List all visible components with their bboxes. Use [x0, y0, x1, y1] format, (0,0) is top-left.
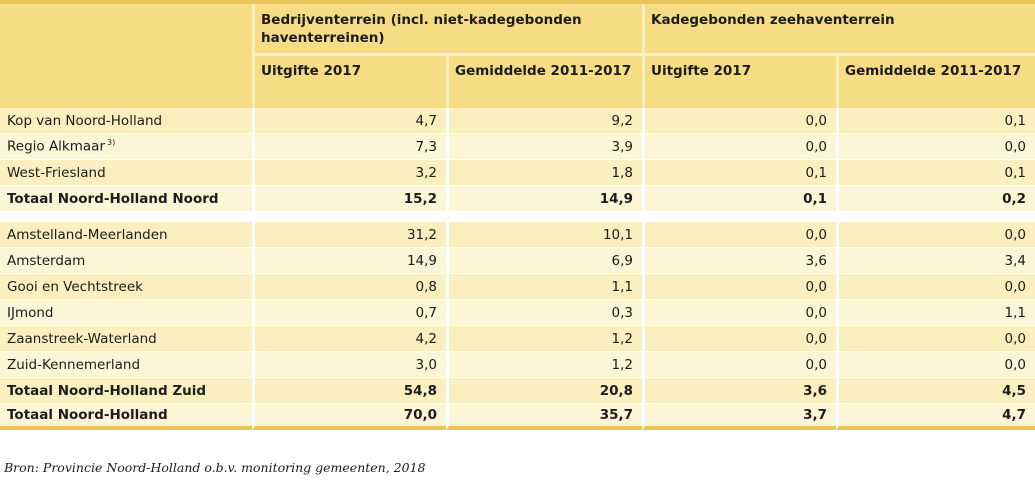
cell-value: 3,2	[252, 160, 446, 186]
cell-value: 0,0	[836, 352, 1035, 378]
row-label: Amsterdam	[0, 248, 252, 274]
row-label: Amstelland-Meerlanden	[0, 222, 252, 248]
cell-value: 0,3	[446, 300, 642, 326]
row-label: Zaanstreek-Waterland	[0, 326, 252, 352]
cell-value: 1,2	[446, 352, 642, 378]
cell-value: 0,0	[642, 274, 836, 300]
cell-value: 3,9	[446, 134, 642, 160]
table-row: IJmond 0,7 0,3 0,0 1,1	[0, 300, 1035, 326]
cell-value: 4,2	[252, 326, 446, 352]
sub-header-uitgifte-zeehaven: Uitgifte 2017	[642, 56, 836, 108]
table-row: Amstelland-Meerlanden 31,2 10,1 0,0 0,0	[0, 222, 1035, 248]
cell-value: 4,5	[836, 378, 1035, 404]
cell-value: 20,8	[446, 378, 642, 404]
cell-value: 0,0	[836, 222, 1035, 248]
cell-value: 1,1	[836, 300, 1035, 326]
cell-value: 3,0	[252, 352, 446, 378]
cell-value: 15,2	[252, 186, 446, 212]
row-label: Regio Alkmaar	[7, 138, 106, 155]
cell-value: 0,0	[642, 134, 836, 160]
cell-value: 3,4	[836, 248, 1035, 274]
cell-value: 3,7	[642, 404, 836, 430]
total-row: Totaal Noord-Holland Zuid 54,8 20,8 3,6 …	[0, 378, 1035, 404]
row-label: Gooi en Vechtstreek	[0, 274, 252, 300]
grand-total-row: Totaal Noord-Holland 70,0 35,7 3,7 4,7	[0, 404, 1035, 430]
cell-value: 0,1	[836, 160, 1035, 186]
cell-value: 3,6	[642, 248, 836, 274]
cell-value: 6,9	[446, 248, 642, 274]
cell-value: 0,1	[642, 160, 836, 186]
cell-value: 9,2	[446, 108, 642, 134]
cell-value: 0,0	[836, 134, 1035, 160]
table-row: Zaanstreek-Waterland 4,2 1,2 0,0 0,0	[0, 326, 1035, 352]
group-header-zeehaventerrein: Kadegebonden zeehaventerrein	[642, 4, 1035, 56]
cell-value: 3,6	[642, 378, 836, 404]
cell-value: 0,0	[642, 108, 836, 134]
cell-value: 7,3	[252, 134, 446, 160]
row-label-cell: Regio Alkmaar 3)	[0, 134, 252, 160]
cell-value: 54,8	[252, 378, 446, 404]
table-row: Amsterdam 14,9 6,9 3,6 3,4	[0, 248, 1035, 274]
cell-value: 0,8	[252, 274, 446, 300]
sub-header-uitgifte-bedrijven: Uitgifte 2017	[252, 56, 446, 108]
cell-value: 31,2	[252, 222, 446, 248]
row-label: Totaal Noord-Holland Zuid	[0, 378, 252, 404]
source-note: Bron: Provincie Noord-Holland o.b.v. mon…	[4, 460, 426, 475]
cell-value: 14,9	[446, 186, 642, 212]
cell-value: 0,0	[642, 222, 836, 248]
table-row: Regio Alkmaar 3) 7,3 3,9 0,0 0,0	[0, 134, 1035, 160]
cell-value: 4,7	[836, 404, 1035, 430]
cell-value: 0,1	[642, 186, 836, 212]
cell-value: 14,9	[252, 248, 446, 274]
cell-value: 10,1	[446, 222, 642, 248]
row-label: Zuid-Kennemerland	[0, 352, 252, 378]
cell-value: 0,1	[836, 108, 1035, 134]
cell-value: 70,0	[252, 404, 446, 430]
table-row: West-Friesland 3,2 1,8 0,1 0,1	[0, 160, 1035, 186]
table-row: Zuid-Kennemerland 3,0 1,2 0,0 0,0	[0, 352, 1035, 378]
total-row: Totaal Noord-Holland Noord 15,2 14,9 0,1…	[0, 186, 1035, 212]
row-label: Totaal Noord-Holland	[0, 404, 252, 430]
cell-value: 0,0	[642, 326, 836, 352]
land-issuance-table: Bedrijventerrein (incl. niet-kadegebonde…	[0, 4, 1035, 430]
cell-value: 0,0	[642, 300, 836, 326]
footnote-marker: 3)	[107, 138, 116, 148]
cell-value: 0,0	[836, 326, 1035, 352]
row-label: IJmond	[0, 300, 252, 326]
top-rule	[0, 0, 1035, 4]
table-row: Kop van Noord-Holland 4,7 9,2 0,0 0,1	[0, 108, 1035, 134]
sub-header-gemiddelde-bedrijven: Gemiddelde 2011-2017	[446, 56, 642, 108]
row-label: Totaal Noord-Holland Noord	[0, 186, 252, 212]
cell-value: 4,7	[252, 108, 446, 134]
cell-value: 0,2	[836, 186, 1035, 212]
row-label: West-Friesland	[0, 160, 252, 186]
cell-value: 1,8	[446, 160, 642, 186]
cell-value: 1,1	[446, 274, 642, 300]
section-spacer	[0, 212, 1035, 222]
cell-value: 35,7	[446, 404, 642, 430]
group-header-bedrijventerrein: Bedrijventerrein (incl. niet-kadegebonde…	[252, 4, 642, 56]
cell-value: 1,2	[446, 326, 642, 352]
cell-value: 0,0	[642, 352, 836, 378]
cell-value: 0,0	[836, 274, 1035, 300]
row-label: Kop van Noord-Holland	[0, 108, 252, 134]
sub-header-gemiddelde-zeehaven: Gemiddelde 2011-2017	[836, 56, 1035, 108]
table-row: Gooi en Vechtstreek 0,8 1,1 0,0 0,0	[0, 274, 1035, 300]
cell-value: 0,7	[252, 300, 446, 326]
stub-header	[0, 4, 252, 108]
